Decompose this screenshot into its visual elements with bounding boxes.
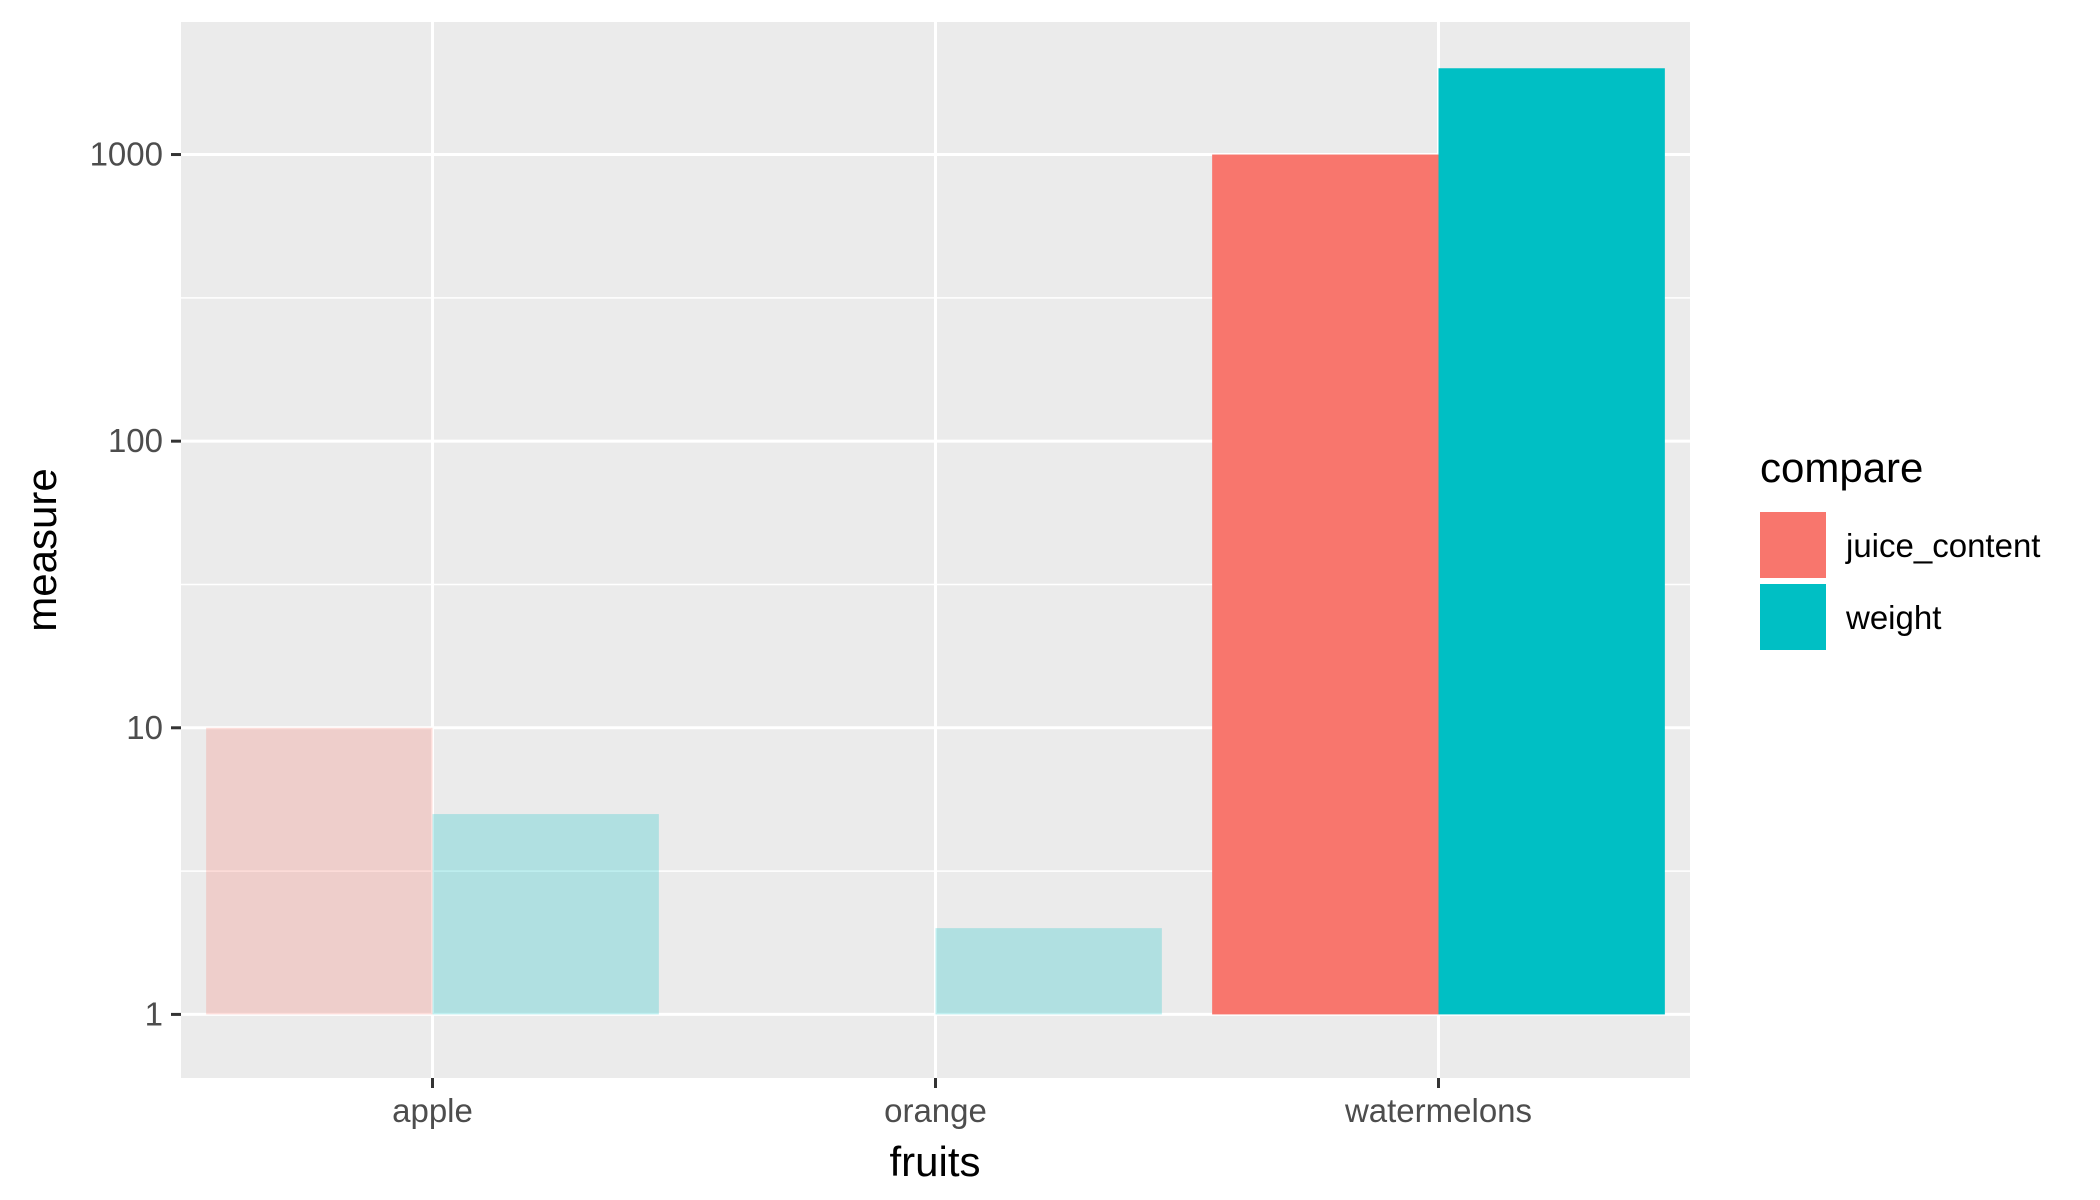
x-axis-title: fruits	[889, 1138, 980, 1185]
bar-weight-apple	[432, 814, 659, 1015]
y-tick-label: 1	[145, 995, 163, 1032]
bar-juice_content-watermelons	[1212, 154, 1439, 1015]
bar-weight-watermelons	[1438, 68, 1665, 1015]
bar-juice_content-apple	[206, 727, 433, 1015]
y-tick-label: 100	[108, 422, 163, 459]
legend-key-juice_content	[1760, 512, 1826, 578]
x-tick-label: orange	[884, 1092, 987, 1129]
legend-label-weight: weight	[1845, 599, 1941, 636]
legend-label-juice_content: juice_content	[1845, 527, 2040, 564]
legend-key-weight	[1760, 584, 1826, 650]
y-tick-label: 10	[126, 709, 163, 746]
y-tick-label: 1000	[90, 136, 163, 173]
x-axis: apple orange watermelons	[392, 1078, 1532, 1129]
y-axis-title: measure	[18, 468, 65, 631]
x-tick-label: apple	[392, 1092, 473, 1129]
legend-title: compare	[1760, 444, 1923, 491]
y-axis: 1 10 100 1000	[90, 136, 181, 1032]
x-tick-label: watermelons	[1344, 1092, 1532, 1129]
bar-weight-orange	[935, 928, 1162, 1015]
bars	[206, 68, 1665, 1015]
